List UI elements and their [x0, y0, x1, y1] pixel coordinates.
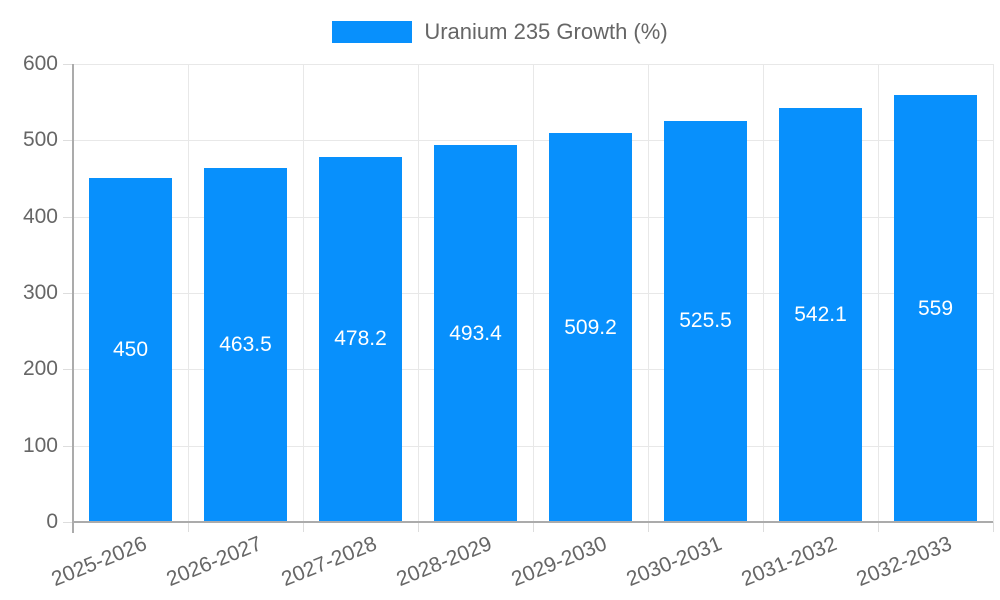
- bar-2027-2028[interactable]: [319, 157, 402, 521]
- x-tick-4: [533, 522, 534, 532]
- x-axis-line: [73, 521, 993, 523]
- y-axis-tick-label: 400: [22, 205, 58, 228]
- bar-2031-2032[interactable]: [779, 108, 862, 521]
- legend-swatch: [332, 21, 413, 43]
- x-tick-7: [878, 522, 879, 532]
- plot-area: 450 463.5 478.2 493.4 509.2 525.5 542.1 559: [63, 64, 994, 533]
- y-axis-tick-label: 0: [46, 510, 58, 533]
- y-axis-tick-label: 600: [22, 52, 58, 75]
- y-axis-tick-label: 200: [22, 357, 58, 380]
- y-axis-tick-label: 300: [22, 281, 58, 304]
- gridline-x-5: [648, 64, 649, 522]
- y-axis-tick-label: 500: [22, 128, 58, 151]
- x-axis-category-label: 2031-2032: [737, 532, 840, 591]
- x-axis-category-label: 2026-2027: [162, 532, 265, 591]
- x-tick-6: [763, 522, 764, 532]
- x-tick-3: [418, 522, 419, 532]
- x-axis-category-label: 2027-2028: [277, 532, 380, 591]
- x-axis-category-label: 2025-2026: [47, 532, 150, 591]
- x-axis-category-label: 2029-2030: [507, 532, 610, 591]
- x-axis-category-label: 2032-2033: [852, 532, 955, 591]
- bar-2026-2027[interactable]: [204, 168, 287, 521]
- x-tick-5: [648, 522, 649, 532]
- gridline-x-1: [188, 64, 189, 522]
- y-axis-line: [72, 64, 74, 533]
- legend-label: Uranium 235 Growth (%): [424, 19, 668, 44]
- gridline-y-600: [73, 64, 993, 65]
- bar-2028-2029[interactable]: [434, 145, 517, 521]
- x-axis-category-label: 2028-2029: [392, 532, 495, 591]
- gridline-x-6: [763, 64, 764, 522]
- y-axis-tick-label: 100: [22, 434, 58, 457]
- bar-2029-2030[interactable]: [549, 133, 632, 521]
- x-axis-category-label: 2030-2031: [622, 532, 725, 591]
- gridline-x-3: [418, 64, 419, 522]
- legend[interactable]: Uranium 235 Growth (%): [0, 21, 1000, 43]
- gridline-x-7: [878, 64, 879, 522]
- x-tick-1: [188, 522, 189, 532]
- bar-2030-2031[interactable]: [664, 121, 747, 521]
- x-tick-8: [993, 522, 994, 532]
- bar-2025-2026[interactable]: [89, 178, 172, 521]
- gridline-x-4: [533, 64, 534, 522]
- gridline-x-2: [303, 64, 304, 522]
- x-tick-2: [303, 522, 304, 532]
- bar-2032-2033[interactable]: [894, 95, 977, 521]
- gridline-x-8: [993, 64, 994, 522]
